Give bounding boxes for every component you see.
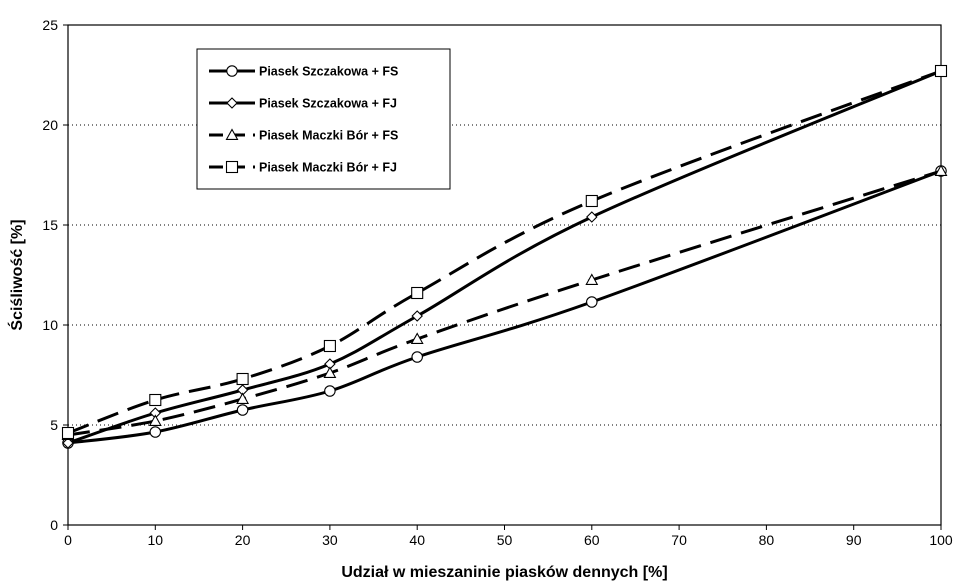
data-point-square — [411, 286, 424, 300]
legend-marker-circle — [226, 65, 238, 77]
axis-ticks: 0 10 20 30 40 50 60 70 80 90 100 0 5 10 15 20 25 — [42, 17, 952, 548]
data-point-circle — [586, 296, 598, 308]
y-tick-label: 15 — [42, 217, 58, 233]
x-tick-label: 10 — [148, 532, 164, 548]
data-point-circle — [411, 351, 423, 363]
gridlines — [68, 124, 941, 426]
x-tick-label: 100 — [929, 532, 953, 548]
x-tick-label: 0 — [64, 532, 72, 548]
y-tick-label: 0 — [50, 517, 58, 533]
legend-label: Piasek Szczakowa + FJ — [259, 97, 397, 111]
x-tick-label: 80 — [759, 532, 775, 548]
x-tick-label: 30 — [322, 532, 338, 548]
data-point-triangle — [934, 164, 948, 176]
legend-marker-square — [225, 160, 239, 174]
x-tick-label: 60 — [584, 532, 600, 548]
x-tick-label: 90 — [846, 532, 862, 548]
data-point-triangle — [410, 332, 424, 344]
y-tick-label: 5 — [50, 417, 58, 433]
data-point-triangle — [585, 273, 599, 285]
y-tick-label: 25 — [42, 17, 58, 33]
data-point-circle — [149, 426, 162, 438]
data-point-triangle — [323, 366, 337, 378]
legend-label: Piasek Maczki Bór + FJ — [259, 161, 397, 175]
legend-marker-triangle — [225, 128, 239, 140]
y-axis-title: Ściśliwość [%] — [7, 219, 26, 330]
data-point-square — [934, 64, 948, 78]
y-tick-label: 20 — [42, 117, 58, 133]
y-tick-label: 10 — [42, 317, 58, 333]
x-tick-label: 40 — [409, 532, 425, 548]
series-3 — [61, 164, 948, 440]
series-line — [67, 69, 942, 435]
data-point-square — [149, 393, 162, 407]
data-point-diamond — [586, 211, 598, 223]
data-point-triangle — [236, 392, 250, 404]
data-point-triangle — [148, 414, 162, 426]
data-point-square — [236, 372, 249, 386]
series-line — [67, 69, 942, 445]
series-line — [67, 169, 942, 437]
data-point-diamond — [411, 310, 423, 322]
legend-marker-diamond — [226, 97, 238, 109]
data-point-circle — [324, 385, 336, 397]
data-point-square — [323, 339, 336, 353]
series-1 — [62, 165, 947, 449]
x-tick-label: 20 — [235, 532, 251, 548]
legend-label: Piasek Szczakowa + FS — [259, 65, 398, 79]
series-4 — [61, 64, 948, 440]
series-line — [67, 169, 942, 445]
x-tick-label: 50 — [497, 532, 513, 548]
data-point-diamond — [62, 437, 74, 449]
data-point-square — [585, 194, 598, 208]
data-point-circle — [236, 404, 249, 416]
series-lines — [61, 64, 948, 449]
legend-label: Piasek Maczki Bór + FS — [259, 129, 398, 143]
data-point-square — [61, 426, 75, 440]
legend: Piasek Szczakowa + FS Piasek Szczakowa + … — [196, 48, 451, 190]
x-axis-title: Udział w mieszaninie piasków dennych [%] — [341, 564, 667, 581]
x-tick-label: 70 — [671, 532, 687, 548]
